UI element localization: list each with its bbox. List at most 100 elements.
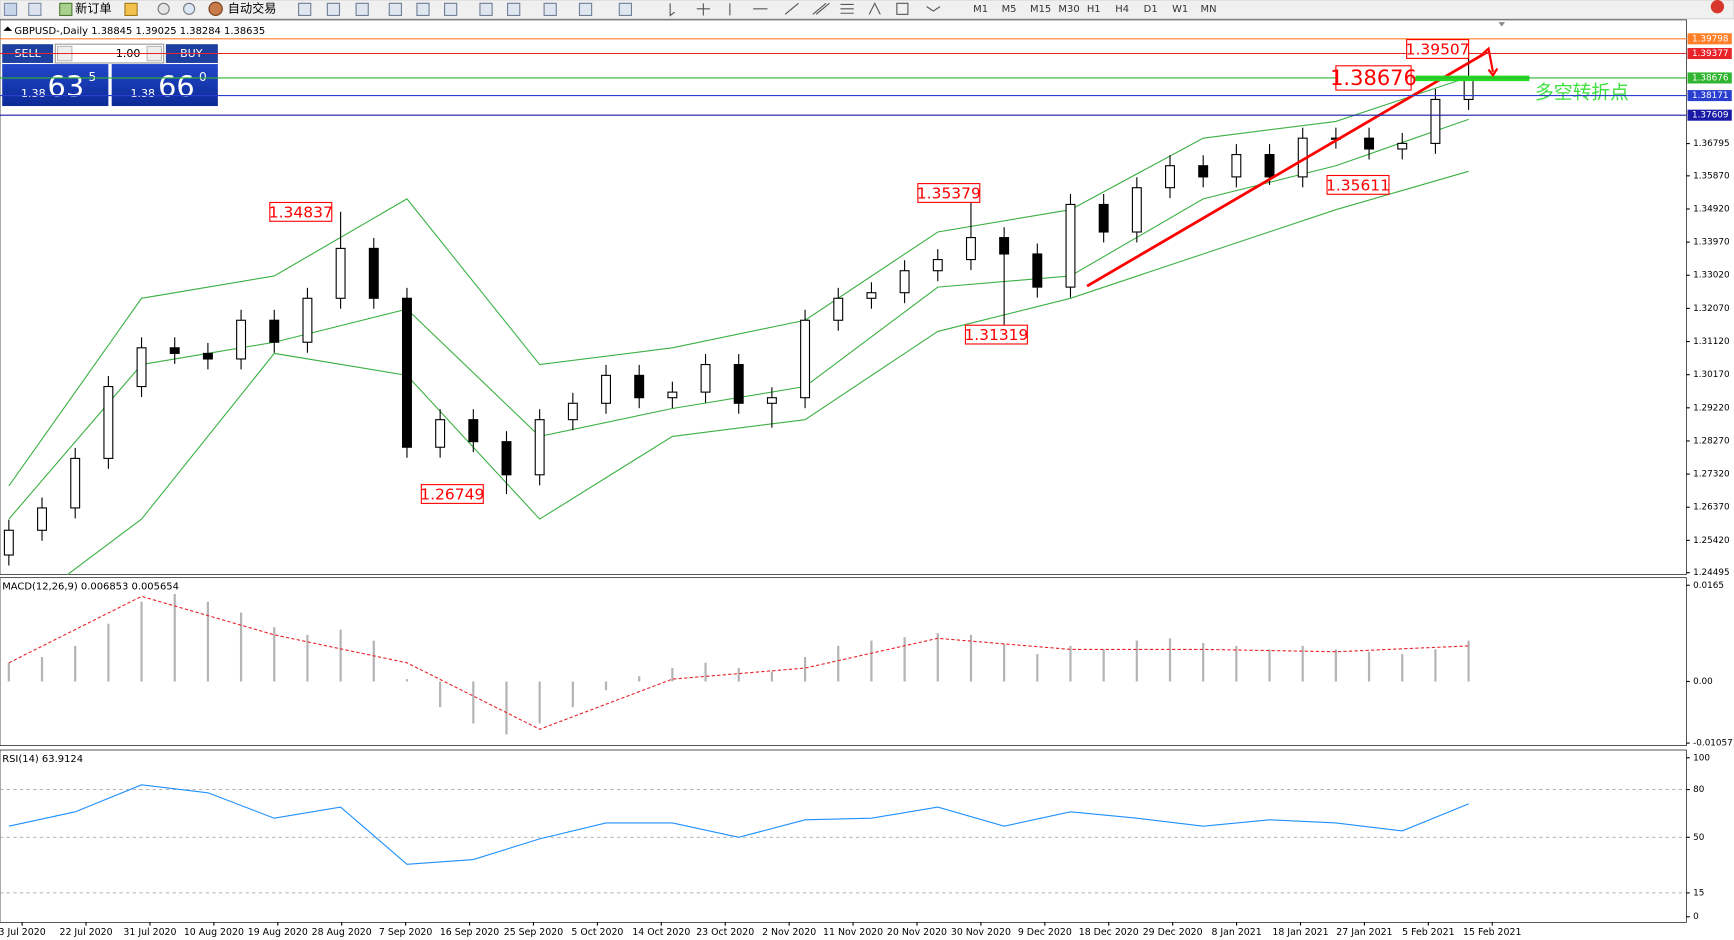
y-tick-label: 1.33020: [1693, 271, 1730, 281]
x-tick-label: 15 Feb 2021: [1463, 927, 1521, 938]
zoom-out-icon[interactable]: [416, 2, 430, 17]
profiles-icon[interactable]: [28, 2, 42, 17]
x-tick-label: 28 Aug 2020: [312, 927, 372, 938]
cursor-tool[interactable]: [669, 3, 675, 17]
candle-body: [236, 319, 247, 360]
buy-price-pips: 66: [158, 69, 195, 103]
expert-icon[interactable]: [124, 2, 138, 17]
candle-body: [667, 391, 678, 399]
x-tick-label: 29 Dec 2020: [1143, 927, 1203, 938]
buy-price-point: 0: [199, 70, 207, 84]
price-annotation: 1.39507: [1406, 41, 1470, 59]
timeframe-button[interactable]: M5: [1002, 4, 1017, 15]
auto-trading-icon[interactable]: [208, 1, 223, 17]
timeframe-button[interactable]: D1: [1144, 4, 1158, 15]
new-order-icon[interactable]: [59, 2, 73, 17]
candle-chart-icon[interactable]: [326, 2, 341, 17]
candle-body: [70, 457, 81, 509]
candle-body: [999, 237, 1010, 255]
notification-badge[interactable]: [1710, 0, 1725, 14]
line-chart-icon[interactable]: [355, 2, 369, 17]
candle-body: [800, 319, 811, 399]
channel-tool[interactable]: [812, 2, 830, 15]
indicators-icon[interactable]: [543, 2, 557, 17]
text-tool[interactable]: [868, 2, 881, 15]
timeframe-button[interactable]: M30: [1058, 4, 1079, 15]
x-tick-label: 18 Dec 2020: [1079, 927, 1139, 938]
trendline-tool[interactable]: [784, 2, 799, 15]
auto-trading-button[interactable]: 自动交易: [228, 0, 277, 15]
candle-body: [1165, 165, 1175, 189]
x-tick-label: 9 Dec 2020: [1018, 927, 1072, 938]
price-annotation: 1.26749: [420, 486, 484, 504]
arrows-tool[interactable]: [926, 6, 941, 12]
price-level-label: 1.39798: [1692, 34, 1729, 44]
label-tool[interactable]: [896, 2, 909, 15]
candle-body: [302, 297, 313, 343]
trend-line: [1086, 50, 1489, 288]
timeframe-buttons: M1 M5 M15 M30 H1 H4 D1 W1 MN: [973, 4, 1216, 15]
templates-icon[interactable]: [618, 2, 633, 17]
candle-body: [103, 385, 114, 459]
macd-plot: [7, 594, 1470, 735]
y-tick-label: 1.24495: [1693, 568, 1730, 578]
price-level-label: 1.38676: [1692, 73, 1729, 83]
candle-body: [1397, 142, 1408, 150]
buy-price-box[interactable]: [111, 64, 218, 107]
timeframe-button[interactable]: M1: [973, 4, 988, 15]
chart-header: GBPUSD-,Daily 1.38845 1.39025 1.38284 1.…: [14, 26, 265, 37]
y-tick-label: 100: [1693, 753, 1710, 763]
x-tick-label: 2 Nov 2020: [762, 927, 816, 938]
x-tick-label: 10 Aug 2020: [184, 927, 244, 938]
main-chart-frame: [0, 19, 1687, 575]
candle-body: [3, 529, 14, 556]
price-annotation: 1.35611: [1326, 176, 1390, 194]
y-tick-label: 1.33970: [1693, 238, 1730, 248]
x-tick-label: 30 Nov 2020: [951, 927, 1011, 938]
axes: 1.39798 1.39377 1.38676 1.38171 1.37609 1.367…: [0, 33, 1734, 938]
rsi-frame: [0, 749, 1687, 923]
price-level-tag: [1687, 72, 1732, 84]
timeframe-button[interactable]: M15: [1030, 4, 1051, 15]
timeframe-button[interactable]: H4: [1115, 4, 1129, 15]
rsi-plot: [0, 784, 1687, 894]
candle-body: [169, 347, 180, 354]
price-annotation: 1.35379: [917, 185, 981, 203]
timeframe-button[interactable]: W1: [1172, 4, 1188, 15]
bollinger-band: [8, 76, 1469, 487]
x-tick-label: 18 Jan 2021: [1272, 927, 1328, 938]
price-annotation-box: [269, 201, 333, 222]
y-tick-label: 1.34920: [1693, 204, 1730, 214]
history-icon[interactable]: [157, 2, 170, 15]
price-annotation-box: [1406, 39, 1470, 59]
y-tick-label: 1.31120: [1693, 337, 1730, 347]
tile-icon[interactable]: [444, 2, 458, 17]
candle-body: [401, 297, 412, 448]
y-tick-label: 1.26370: [1693, 503, 1730, 513]
candle-body: [932, 259, 943, 272]
candle-body: [368, 247, 379, 299]
candle-body: [601, 374, 611, 404]
zoom-in-icon[interactable]: [388, 2, 402, 17]
timeframe-button[interactable]: H1: [1087, 4, 1101, 15]
crosshair-tool[interactable]: [696, 3, 710, 16]
candle-body: [37, 507, 47, 531]
periods-icon[interactable]: [578, 2, 593, 17]
new-chart-icon[interactable]: [3, 2, 18, 17]
sell-price-box[interactable]: [2, 64, 109, 107]
new-order-button[interactable]: 新订单: [75, 0, 111, 15]
timeframe-button[interactable]: MN: [1201, 4, 1217, 15]
sell-price-big: 1.38: [21, 87, 46, 100]
candle-body: [899, 270, 910, 294]
candle-body: [1430, 98, 1441, 144]
signals-icon[interactable]: [183, 2, 196, 15]
candle-body: [269, 319, 280, 343]
fibonacci-tool[interactable]: [840, 3, 854, 14]
autoscroll-icon[interactable]: [479, 2, 493, 17]
y-tick-label: 1.25420: [1693, 536, 1730, 546]
bar-chart-icon[interactable]: [298, 2, 312, 17]
chart-tool-icons: [298, 2, 633, 17]
price-level-label: 1.37609: [1692, 111, 1729, 121]
shift-icon[interactable]: [507, 2, 521, 17]
